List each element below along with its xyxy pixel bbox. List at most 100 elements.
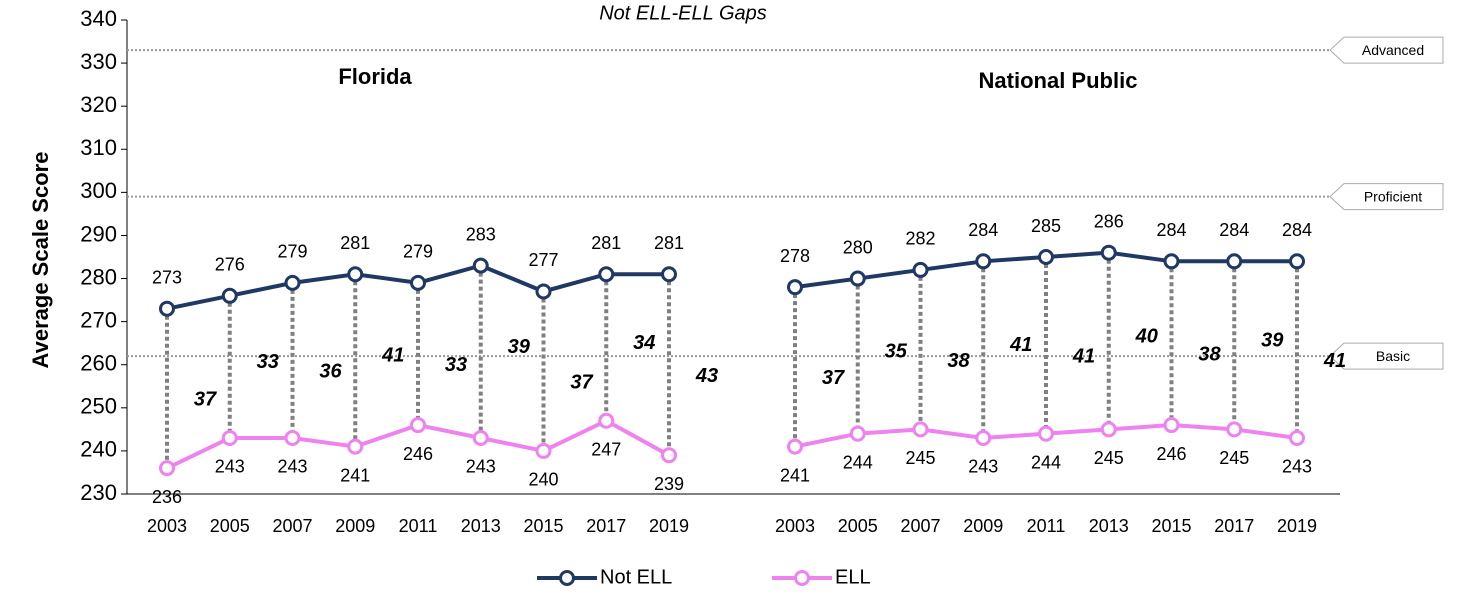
data-point: [221, 429, 238, 446]
data-label: 273: [152, 267, 182, 287]
data-point: [159, 300, 175, 317]
reference-tag: [1329, 183, 1444, 211]
x-tick-label: 2013: [461, 516, 501, 536]
data-point: [535, 283, 552, 300]
data-label: 243: [968, 457, 998, 477]
data-label: 243: [215, 457, 245, 477]
data-point: [284, 274, 301, 291]
data-label: 247: [591, 439, 621, 459]
gap-label: 33: [257, 351, 279, 373]
data-label: 239: [654, 474, 684, 494]
x-tick-label: 2003: [147, 516, 187, 536]
data-label: 284: [1219, 220, 1249, 240]
legend-marker: [559, 570, 575, 586]
data-label: 241: [340, 465, 370, 485]
data-point: [535, 442, 552, 459]
data-label: 284: [1282, 220, 1312, 240]
data-label: 245: [905, 448, 935, 468]
x-tick-label: 2013: [1089, 516, 1129, 536]
gap-label: 43: [695, 365, 718, 387]
reference-label: Proficient: [1364, 188, 1422, 204]
data-label: 243: [466, 457, 496, 477]
y-axis-label: Average Scale Score: [28, 152, 53, 369]
data-label: 276: [215, 255, 245, 275]
x-tick-label: 2019: [1277, 516, 1317, 536]
x-tick-label: 2003: [775, 516, 815, 536]
x-tick-label: 2009: [335, 516, 375, 536]
data-label: 245: [1094, 448, 1124, 468]
data-point: [912, 261, 929, 278]
data-label: 236: [152, 487, 182, 507]
x-tick-label: 2017: [586, 516, 626, 536]
x-tick-label: 2007: [900, 516, 940, 536]
data-point: [347, 438, 364, 455]
gap-label: 34: [633, 332, 655, 354]
x-tick-label: 2019: [649, 516, 689, 536]
data-point: [849, 270, 866, 287]
gap-label: 41: [1323, 350, 1346, 372]
x-tick-label: 2011: [1027, 516, 1066, 536]
y-tick-label: 340: [80, 6, 117, 31]
y-tick-label: 260: [80, 351, 117, 376]
data-label: 244: [1031, 452, 1061, 472]
gap-label: 37: [822, 367, 845, 389]
y-tick-label: 300: [80, 178, 117, 203]
data-point: [1038, 425, 1054, 442]
x-tick-label: 2005: [838, 516, 878, 536]
data-point: [975, 429, 992, 446]
x-tick-label: 2017: [1214, 516, 1254, 536]
y-tick-label: 290: [80, 221, 117, 246]
data-point: [221, 287, 238, 304]
gap-label: 37: [194, 389, 217, 411]
gap-label: 41: [1009, 334, 1032, 356]
gap-label: 41: [1072, 346, 1095, 368]
data-point: [661, 266, 677, 283]
x-tick-label: 2015: [523, 516, 563, 536]
y-tick-label: 320: [80, 92, 117, 117]
data-label: 279: [277, 242, 307, 262]
y-tick-label: 250: [80, 394, 117, 419]
data-label: 243: [1282, 457, 1312, 477]
data-label: 243: [277, 457, 307, 477]
gap-label: 36: [319, 361, 342, 383]
data-label: 285: [1031, 216, 1061, 236]
data-label: 283: [466, 224, 496, 244]
data-point: [1289, 429, 1305, 446]
data-label: 245: [1219, 448, 1249, 468]
legend-label: Not ELL: [600, 566, 672, 588]
data-label: 286: [1094, 211, 1124, 231]
data-label: 246: [1156, 444, 1186, 464]
data-label: 279: [403, 242, 433, 262]
y-tick-label: 330: [80, 49, 117, 74]
data-label: 281: [340, 233, 370, 253]
data-point: [347, 266, 364, 283]
x-tick-label: 2009: [963, 516, 1003, 536]
data-point: [598, 412, 615, 429]
data-label: 241: [780, 465, 810, 485]
reference-label: Basic: [1376, 348, 1410, 364]
data-point: [1100, 421, 1117, 438]
data-label: 240: [528, 470, 558, 490]
data-point: [598, 266, 615, 283]
reference-tag: [1329, 36, 1444, 64]
data-point: [975, 253, 992, 270]
reference-label: Advanced: [1362, 42, 1424, 58]
data-point: [1038, 249, 1054, 265]
reference-tag: [1329, 342, 1444, 370]
gap-label: 39: [1261, 330, 1284, 352]
y-tick-label: 310: [80, 135, 117, 160]
data-point: [912, 421, 929, 438]
y-tick-label: 280: [80, 264, 117, 289]
data-point: [284, 429, 301, 446]
data-point: [849, 425, 866, 442]
y-tick-label: 230: [80, 480, 117, 505]
data-point: [472, 257, 489, 274]
data-point: [1163, 253, 1180, 270]
x-tick-label: 2015: [1151, 516, 1191, 536]
data-point: [1289, 253, 1305, 270]
data-point: [410, 417, 426, 434]
gap-label: 39: [508, 336, 531, 358]
data-point: [1100, 244, 1117, 261]
panel-title: National Public: [979, 68, 1138, 93]
